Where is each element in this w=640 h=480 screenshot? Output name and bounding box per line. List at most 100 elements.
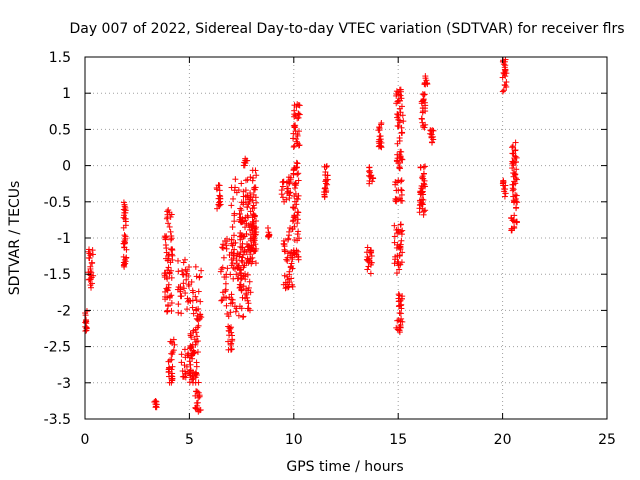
data-point xyxy=(236,251,243,258)
data-point xyxy=(177,284,184,291)
data-point xyxy=(166,270,173,277)
data-point xyxy=(393,91,400,98)
data-point xyxy=(185,272,192,279)
data-point xyxy=(395,226,402,233)
data-point xyxy=(220,254,227,261)
data-point xyxy=(175,257,182,264)
data-point xyxy=(120,199,127,206)
data-point xyxy=(394,317,401,324)
data-point xyxy=(364,266,371,273)
data-point xyxy=(166,373,173,380)
data-point xyxy=(418,98,425,105)
data-point xyxy=(397,153,404,160)
data-point xyxy=(322,168,329,175)
data-point xyxy=(365,263,372,270)
data-point xyxy=(245,300,252,307)
data-point xyxy=(240,313,247,320)
data-point xyxy=(197,313,204,320)
data-point xyxy=(245,284,252,291)
data-point xyxy=(512,139,519,146)
data-point xyxy=(230,252,237,259)
data-point xyxy=(180,259,187,266)
data-point xyxy=(513,154,520,161)
y-tick-label: 1.5 xyxy=(49,50,71,66)
data-point xyxy=(422,75,429,82)
data-point xyxy=(166,293,173,300)
data-point xyxy=(368,249,375,256)
data-point xyxy=(368,252,375,259)
data-point xyxy=(230,240,237,247)
data-point xyxy=(392,197,399,204)
data-point xyxy=(228,296,235,303)
data-point xyxy=(324,181,331,188)
data-point xyxy=(502,73,509,80)
data-point xyxy=(241,262,248,269)
data-point xyxy=(363,249,370,256)
data-point xyxy=(198,314,205,321)
data-point xyxy=(510,186,517,193)
data-point xyxy=(367,173,374,180)
data-point xyxy=(280,237,287,244)
data-point xyxy=(228,329,235,336)
data-point xyxy=(290,135,297,142)
data-point xyxy=(293,103,300,110)
data-point xyxy=(290,143,297,150)
data-point xyxy=(86,255,93,262)
data-point xyxy=(377,143,384,150)
data-point xyxy=(192,404,199,411)
data-point xyxy=(419,119,426,126)
data-point xyxy=(238,287,245,294)
data-point xyxy=(120,224,127,231)
data-point xyxy=(226,324,233,331)
data-point xyxy=(234,265,241,272)
data-point xyxy=(243,230,250,237)
data-point xyxy=(279,194,286,201)
data-point xyxy=(251,225,258,232)
data-point xyxy=(252,260,259,267)
data-point xyxy=(120,259,127,266)
data-point xyxy=(182,354,189,361)
data-point xyxy=(500,87,507,94)
data-point xyxy=(220,241,227,248)
data-point xyxy=(161,274,168,281)
data-point xyxy=(188,343,195,350)
data-point xyxy=(89,280,96,287)
data-point xyxy=(244,271,251,278)
data-point xyxy=(169,349,176,356)
data-point xyxy=(236,303,243,310)
data-point xyxy=(421,81,428,88)
data-point xyxy=(294,171,301,178)
data-point xyxy=(513,204,520,211)
data-point xyxy=(251,213,258,220)
data-point xyxy=(290,214,297,221)
data-point xyxy=(187,367,194,374)
data-point xyxy=(82,312,89,319)
data-point xyxy=(396,165,403,172)
data-point xyxy=(421,124,428,131)
data-point xyxy=(153,398,160,405)
data-point xyxy=(181,285,188,292)
x-tick-label: 15 xyxy=(389,432,407,448)
data-point xyxy=(253,199,260,206)
data-point xyxy=(422,183,429,190)
data-point xyxy=(246,278,253,285)
data-point xyxy=(181,256,188,263)
data-point xyxy=(120,214,127,221)
data-point xyxy=(222,288,229,295)
data-point xyxy=(249,218,256,225)
data-point xyxy=(428,131,435,138)
data-point xyxy=(225,313,232,320)
data-point xyxy=(183,276,190,283)
data-point xyxy=(219,244,226,251)
data-point xyxy=(166,364,173,371)
y-axis-label: SDTVAR / TECUs xyxy=(7,181,23,296)
data-point xyxy=(192,392,199,399)
y-tick-label: -1.5 xyxy=(44,267,71,283)
data-point xyxy=(86,276,93,283)
data-point xyxy=(292,128,299,135)
data-point xyxy=(289,225,296,232)
data-point xyxy=(185,281,192,288)
data-point xyxy=(294,132,301,139)
data-point xyxy=(323,164,330,171)
data-point xyxy=(400,118,407,125)
